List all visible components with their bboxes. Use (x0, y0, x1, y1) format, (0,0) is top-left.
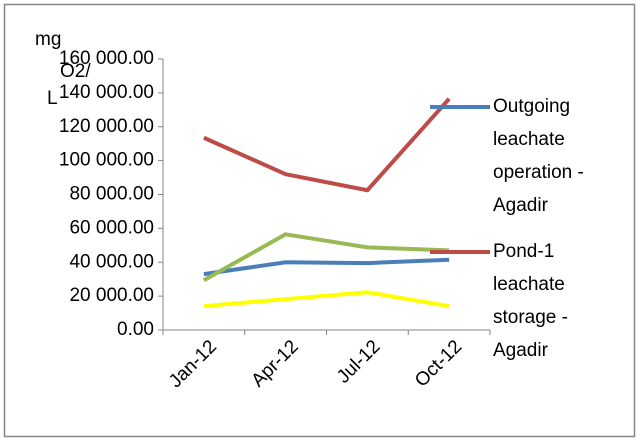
legend-label-line: leachate (493, 274, 565, 295)
y-tick-label: 160 000.00 (59, 48, 154, 69)
series-line (203, 290, 450, 309)
y-tick-label: 140 000.00 (59, 82, 154, 103)
y-axis-label: O2/ (60, 61, 91, 82)
series-line (203, 257, 450, 277)
series-line (202, 232, 450, 282)
y-tick-label: 60 000.00 (69, 217, 154, 238)
legend-label-line: Agadir (493, 195, 549, 216)
legend-label-line: storage - (493, 307, 568, 328)
y-axis-label: mg (35, 29, 61, 50)
y-tick-label: 0.00 (117, 319, 154, 340)
y-tick-label: 80 000.00 (69, 184, 154, 205)
legend-label-line: leachate (493, 129, 565, 150)
legend-label-line: Pond-1 (493, 241, 554, 262)
legend-label-line: Outgoing (493, 96, 570, 117)
y-tick-label: 40 000.00 (69, 251, 154, 272)
y-tick-label: 100 000.00 (59, 150, 154, 171)
y-tick-label: 120 000.00 (59, 116, 154, 137)
y-axis-label: L (47, 88, 58, 109)
legend-label: Pond-1 leachate storage - Agadir (493, 241, 568, 361)
y-tick-label: 20 000.00 (69, 285, 154, 306)
legend-label-line: operation - (493, 162, 584, 183)
legend-label-line: Agadir (493, 340, 549, 361)
chart-border (3, 3, 636, 438)
series-line (203, 97, 451, 193)
legend-label: Outgoing leachate operation - Agadir (493, 96, 584, 216)
